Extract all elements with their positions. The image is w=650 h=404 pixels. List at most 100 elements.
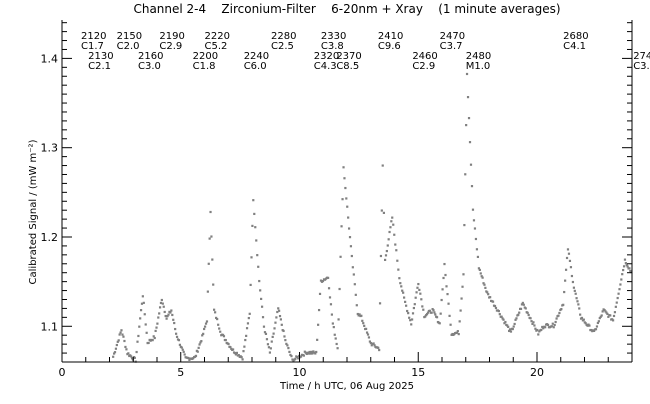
data-point — [379, 254, 383, 258]
data-point — [512, 325, 515, 328]
data-point — [354, 293, 357, 296]
data-point — [474, 237, 478, 241]
y-tick-label: 1.2 — [41, 231, 59, 244]
data-point — [575, 297, 578, 300]
data-point — [206, 290, 209, 293]
data-point — [113, 351, 117, 354]
data-point — [345, 197, 348, 200]
data-point — [256, 254, 259, 257]
data-point — [368, 340, 371, 343]
flare-id-label: 2480 — [466, 51, 491, 62]
x-tick-label: 10 — [293, 366, 307, 379]
data-point — [550, 325, 553, 328]
data-point — [200, 340, 203, 343]
data-point — [384, 258, 387, 262]
data-point — [253, 212, 256, 216]
data-point — [271, 335, 274, 339]
data-point — [278, 314, 282, 318]
data-point — [161, 302, 164, 305]
data-point — [292, 360, 295, 363]
data-point — [511, 327, 514, 331]
data-point — [500, 315, 503, 318]
data-point — [558, 311, 561, 315]
data-point — [628, 267, 631, 270]
data-point — [259, 289, 262, 292]
flare-class-label: C3.9 — [633, 61, 650, 72]
data-point — [208, 237, 211, 240]
data-point — [117, 339, 120, 342]
data-point — [370, 344, 373, 347]
data-point — [417, 282, 420, 286]
data-point — [372, 342, 375, 345]
data-point — [363, 324, 366, 327]
data-point — [599, 315, 602, 318]
x-tick-label: 20 — [530, 366, 544, 379]
y-tick-label: 1.1 — [41, 320, 59, 333]
data-point — [202, 332, 205, 335]
data-point — [531, 322, 534, 326]
data-point — [626, 265, 629, 268]
data-point — [232, 348, 235, 351]
data-point — [533, 324, 536, 327]
data-point — [434, 313, 437, 316]
data-point — [283, 335, 286, 338]
data-point — [484, 286, 487, 289]
data-point — [333, 333, 336, 336]
data-point — [175, 335, 179, 338]
data-point — [600, 314, 603, 317]
data-point — [327, 287, 331, 290]
data-point — [486, 291, 489, 294]
data-point — [380, 209, 383, 212]
data-point — [116, 340, 119, 343]
data-point — [620, 278, 623, 281]
data-point — [165, 317, 168, 320]
flare-id-label: 2370 — [336, 51, 361, 62]
x-tick-label: 15 — [411, 366, 425, 379]
data-point — [513, 322, 516, 326]
data-point — [542, 327, 545, 330]
data-point — [314, 352, 317, 355]
data-point — [331, 322, 334, 325]
data-point — [133, 356, 136, 359]
data-point — [464, 173, 467, 176]
data-point — [625, 264, 628, 267]
data-point — [469, 163, 473, 166]
data-point — [215, 316, 218, 320]
data-point — [443, 262, 446, 266]
data-point — [159, 301, 163, 305]
data-point — [203, 325, 207, 328]
data-point — [260, 297, 263, 301]
x-axis-label: Time / h UTC, 06 Aug 2025 — [279, 381, 414, 392]
data-point — [291, 358, 294, 361]
data-point — [340, 225, 343, 228]
data-point — [194, 354, 198, 358]
flare-id-label: 2130 — [88, 51, 113, 62]
data-point — [573, 289, 576, 292]
data-point — [145, 331, 148, 334]
data-point — [237, 354, 240, 357]
data-point — [540, 328, 543, 331]
data-point — [338, 287, 341, 291]
data-point — [204, 322, 208, 325]
data-point — [211, 258, 214, 261]
flare-class-label: C3.7 — [440, 41, 463, 52]
data-point — [402, 291, 405, 294]
data-point — [142, 301, 145, 304]
data-point — [400, 285, 403, 288]
data-point — [169, 311, 172, 314]
data-point — [316, 338, 319, 341]
data-point — [408, 316, 411, 319]
data-point — [123, 339, 126, 343]
data-point — [207, 262, 210, 265]
data-point — [366, 333, 370, 336]
data-point — [613, 311, 617, 314]
data-point — [438, 322, 441, 325]
data-point — [412, 306, 415, 310]
data-point — [158, 306, 162, 309]
data-point — [624, 262, 627, 265]
data-point — [362, 322, 365, 325]
data-point — [276, 310, 279, 314]
data-point — [386, 244, 389, 247]
data-point — [136, 340, 139, 343]
data-point — [389, 226, 392, 229]
